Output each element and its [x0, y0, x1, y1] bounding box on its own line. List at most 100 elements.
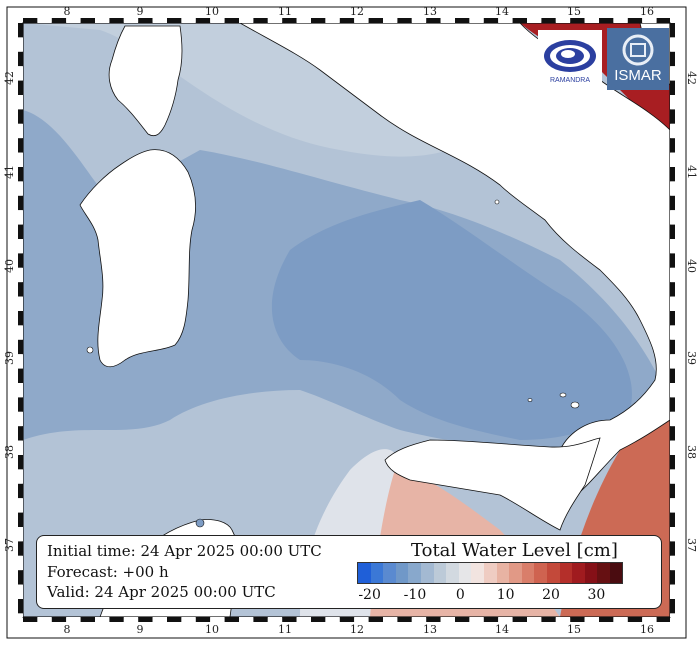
- frame-segment: [80, 18, 95, 23]
- frame-segment: [18, 555, 23, 571]
- frame-segment: [368, 617, 383, 622]
- frame-segment: [627, 617, 643, 622]
- frame-segment: [339, 18, 355, 23]
- frame-segment: [670, 37, 675, 52]
- frame-segment: [670, 181, 675, 196]
- colorbar-swatch: [597, 563, 610, 583]
- frame-segment: [670, 123, 675, 139]
- colorbar-swatch: [383, 563, 396, 583]
- frame-segment: [37, 617, 52, 622]
- tick-label: 39: [685, 351, 698, 365]
- frame-segment: [670, 152, 675, 167]
- colorbar-swatch: [572, 563, 585, 583]
- frame-segment: [670, 167, 675, 182]
- frame-segment: [670, 325, 675, 340]
- frame-segment: [210, 18, 225, 23]
- frame-segment: [80, 617, 95, 622]
- frame-segment: [527, 617, 542, 622]
- frame-segment: [181, 617, 196, 622]
- frame-segment: [282, 18, 297, 23]
- tick-label: 41: [685, 165, 698, 179]
- frame-segment: [109, 617, 124, 622]
- frame-segment: [627, 18, 643, 23]
- frame-segment: [18, 195, 23, 211]
- frame-segment: [18, 167, 23, 182]
- frame-segment: [670, 267, 675, 283]
- legend-title: Total Water Level [cm]: [411, 540, 618, 561]
- colorbar-swatch: [559, 563, 573, 583]
- colorbar-swatch: [509, 563, 522, 583]
- frame-segment: [670, 512, 675, 527]
- frame-segment: [325, 18, 340, 23]
- colorbar-tick-label: 10: [496, 587, 515, 603]
- frame-segment: [18, 469, 23, 484]
- colorbar-tick-label: 0: [455, 587, 465, 603]
- frame-segment: [109, 18, 124, 23]
- frame-bars: [18, 18, 675, 622]
- frame-segment: [267, 18, 283, 23]
- tick-label: 10: [205, 623, 219, 636]
- ismar-logo-text: ISMAR: [614, 67, 662, 84]
- frame-segment: [670, 397, 675, 412]
- frame-segment: [512, 18, 527, 23]
- frame-segment: [670, 555, 675, 571]
- colorbar-swatch: [358, 563, 371, 583]
- tick-label: 13: [423, 623, 437, 636]
- frame-segment: [455, 18, 470, 23]
- frame-segment: [670, 311, 675, 326]
- frame-segment: [18, 512, 23, 527]
- frame-segment: [613, 617, 628, 622]
- frame-segment: [18, 613, 23, 617]
- frame-segment: [656, 18, 670, 23]
- frame-segment: [483, 18, 499, 23]
- colorbar-swatch: [370, 563, 384, 583]
- frame-segment: [18, 296, 23, 311]
- frame-segment: [95, 617, 110, 622]
- frame-segment: [555, 18, 571, 23]
- frame-segment: [670, 138, 675, 153]
- colorbar-swatch: [471, 563, 484, 583]
- tick-label: 37: [685, 538, 698, 552]
- island: [527, 398, 533, 402]
- colorbar-swatch: [446, 563, 459, 583]
- frame-segment: [18, 51, 23, 67]
- frame-segment: [224, 617, 239, 622]
- island: [570, 401, 580, 409]
- frame-segment: [18, 411, 23, 427]
- initial-time-text: Initial time: 24 Apr 2025 00:00 UTC: [47, 542, 322, 560]
- frame-segment: [469, 18, 484, 23]
- frame-segment: [37, 18, 52, 23]
- tick-label: 15: [567, 5, 581, 18]
- valid-time-text: Valid: 24 Apr 2025 00:00 UTC: [47, 583, 276, 601]
- colorbar: [357, 562, 624, 584]
- frame-segment: [18, 584, 23, 599]
- eye-logo-icon: RAMANDRA: [544, 40, 596, 84]
- frame-segment: [18, 152, 23, 167]
- frame-segment: [584, 18, 599, 23]
- frame-segment: [670, 469, 675, 484]
- frame-segment: [152, 18, 167, 23]
- frame-segment: [397, 617, 412, 622]
- frame-segment: [670, 483, 675, 499]
- frame-segment: [670, 80, 675, 95]
- frame-segment: [426, 617, 441, 622]
- frame-segment: [670, 51, 675, 67]
- colorbar-swatch: [584, 563, 598, 583]
- frame-segment: [239, 18, 254, 23]
- frame-segment: [570, 617, 585, 622]
- frame-segment: [584, 617, 599, 622]
- tick-label: 9: [137, 5, 144, 18]
- colorbar-swatch: [483, 563, 497, 583]
- frame-segment: [670, 23, 675, 38]
- frame-segment: [18, 23, 23, 38]
- frame-segment: [440, 617, 455, 622]
- frame-segment: [18, 397, 23, 412]
- frame-segment: [670, 599, 675, 614]
- frame-segment: [670, 411, 675, 427]
- frame-segment: [95, 18, 110, 23]
- tick-label: 8: [64, 5, 71, 18]
- corsica-land: [108, 25, 183, 137]
- frame-segment: [411, 18, 427, 23]
- frame-segment: [282, 617, 297, 622]
- frame-segment: [296, 617, 311, 622]
